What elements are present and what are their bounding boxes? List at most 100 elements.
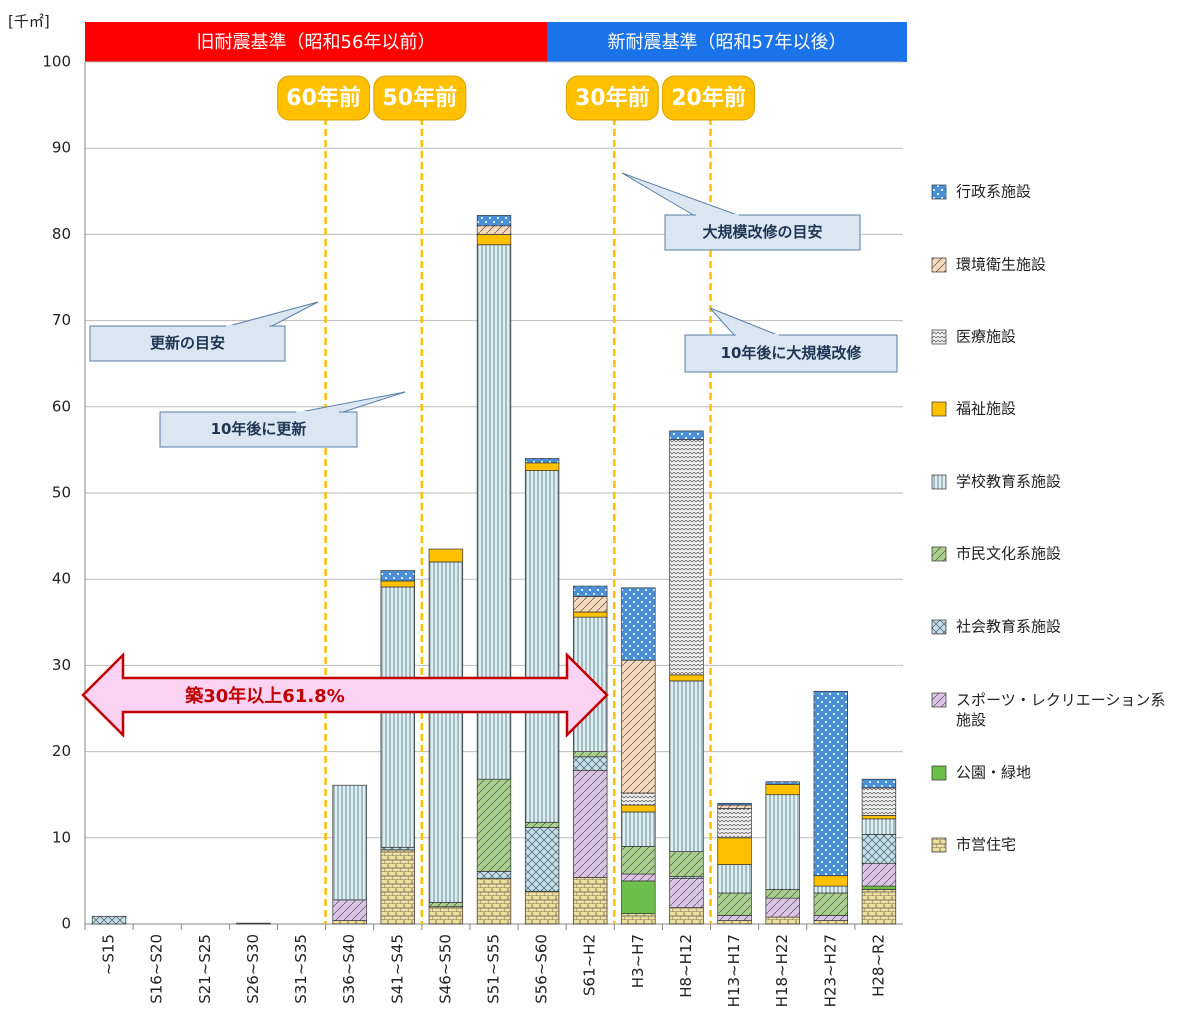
bar-segment	[717, 915, 752, 921]
bar-segment	[476, 234, 512, 246]
callout-box	[664, 214, 861, 251]
bar-segment	[669, 430, 704, 440]
bar-segment	[573, 770, 608, 878]
badge	[277, 75, 371, 121]
old-standard: 旧耐震基準（昭和56年以前）	[197, 32, 436, 53]
x-tick-label: S16~S20	[148, 934, 166, 1004]
bar-segment	[236, 922, 271, 925]
x-tick-label: H3~H7	[629, 934, 647, 988]
bar-segment	[813, 892, 849, 916]
bar-segment	[765, 889, 800, 899]
bar-segment	[861, 778, 897, 789]
y-tick-label: 0	[61, 915, 71, 933]
legend-label: 医療施設	[956, 328, 1016, 346]
legend-swatch	[931, 546, 947, 562]
x-tick-label: S26~S30	[244, 934, 262, 1004]
bar-segment	[717, 920, 752, 925]
callout-box	[159, 411, 358, 448]
bar-segment	[669, 439, 704, 676]
badge	[662, 75, 756, 121]
x-tick-label: S56~S60	[533, 934, 551, 1004]
x-tick-label: H18~H22	[773, 934, 791, 1007]
y-tick-label: 10	[52, 828, 71, 846]
callout-text: 10年後に大規模改修	[721, 344, 863, 362]
badge-text: 30年前	[575, 85, 650, 111]
old-standard-band	[85, 22, 547, 62]
bar-segment	[524, 458, 560, 464]
bar-segment	[861, 885, 897, 890]
x-tick-label: S36~S40	[340, 934, 358, 1004]
bar-segment	[332, 784, 367, 901]
new-standard-band	[547, 22, 907, 62]
x-tick-label: H8~H12	[677, 934, 695, 998]
bar-segment	[861, 787, 897, 816]
arrow-text: 築30年以上61.8%	[184, 685, 345, 707]
bar-segment	[573, 751, 608, 758]
y-tick-label: 20	[52, 742, 71, 760]
callout-box	[684, 334, 898, 373]
bar-segment	[332, 899, 367, 921]
bar-segment	[717, 837, 752, 865]
bar-segment	[669, 907, 704, 925]
bar-segment	[669, 877, 704, 908]
y-tick-label: 70	[52, 311, 71, 329]
bar-segment	[621, 792, 656, 806]
callout-box	[89, 325, 286, 362]
x-tick-label: H23~H27	[821, 934, 839, 1007]
y-tick-label: 50	[52, 484, 71, 502]
callout-pointer	[621, 172, 741, 217]
bar-segment	[765, 916, 800, 925]
bar-segment	[669, 851, 704, 877]
bar-segment	[621, 873, 656, 882]
bar-segment	[573, 611, 608, 618]
bar-segment	[621, 846, 656, 875]
y-tick-label: 60	[52, 397, 71, 415]
badge-text: 20年前	[671, 85, 746, 111]
legend-swatch	[931, 692, 947, 708]
bar-segment	[717, 804, 752, 809]
bar-segment	[861, 815, 897, 820]
badge	[565, 75, 659, 121]
legend-swatch	[931, 474, 947, 490]
bar-segment	[573, 877, 608, 925]
badge-text: 60年前	[286, 85, 361, 111]
callout-pointer	[709, 307, 781, 337]
callout-text: 更新の目安	[150, 334, 225, 352]
callout-text: 10年後に更新	[211, 420, 307, 438]
x-tick-label: S61~H2	[581, 934, 599, 996]
y-tick-label: 90	[52, 139, 71, 157]
range-arrow	[81, 651, 609, 739]
x-tick-label: S46~S50	[436, 934, 454, 1004]
bar-segment	[861, 834, 897, 865]
bar-segment	[428, 902, 464, 908]
bar-segment	[813, 920, 849, 925]
bar-segment	[476, 225, 512, 235]
callout-pointer	[224, 301, 319, 328]
bar-segment	[524, 890, 560, 925]
legend-swatch	[931, 257, 947, 273]
bar-segment	[717, 802, 752, 806]
bar-segment	[476, 215, 512, 227]
y-tick-label: 80	[52, 225, 71, 243]
x-tick-label: S21~S25	[196, 934, 214, 1004]
bar-segment	[476, 871, 512, 879]
y-tick-label: 30	[52, 656, 71, 674]
bar-segment	[813, 875, 849, 887]
legend-swatch	[931, 329, 947, 345]
x-tick-label: S51~S55	[485, 934, 503, 1004]
bar-segment	[813, 885, 849, 894]
bar-segment	[476, 778, 512, 872]
bar-segment	[380, 570, 415, 582]
bar-segment	[813, 915, 849, 921]
bar-segment	[861, 889, 897, 925]
callout-pointer	[294, 391, 406, 414]
bar-segment	[428, 906, 464, 925]
legend-label: 行政系施設	[956, 183, 1031, 201]
bar-segment	[861, 863, 897, 887]
bar-segment	[380, 846, 415, 851]
bar-segment	[428, 548, 464, 563]
bar-segment	[524, 470, 560, 823]
bar-segment	[380, 849, 415, 925]
bar-segment	[813, 690, 849, 877]
